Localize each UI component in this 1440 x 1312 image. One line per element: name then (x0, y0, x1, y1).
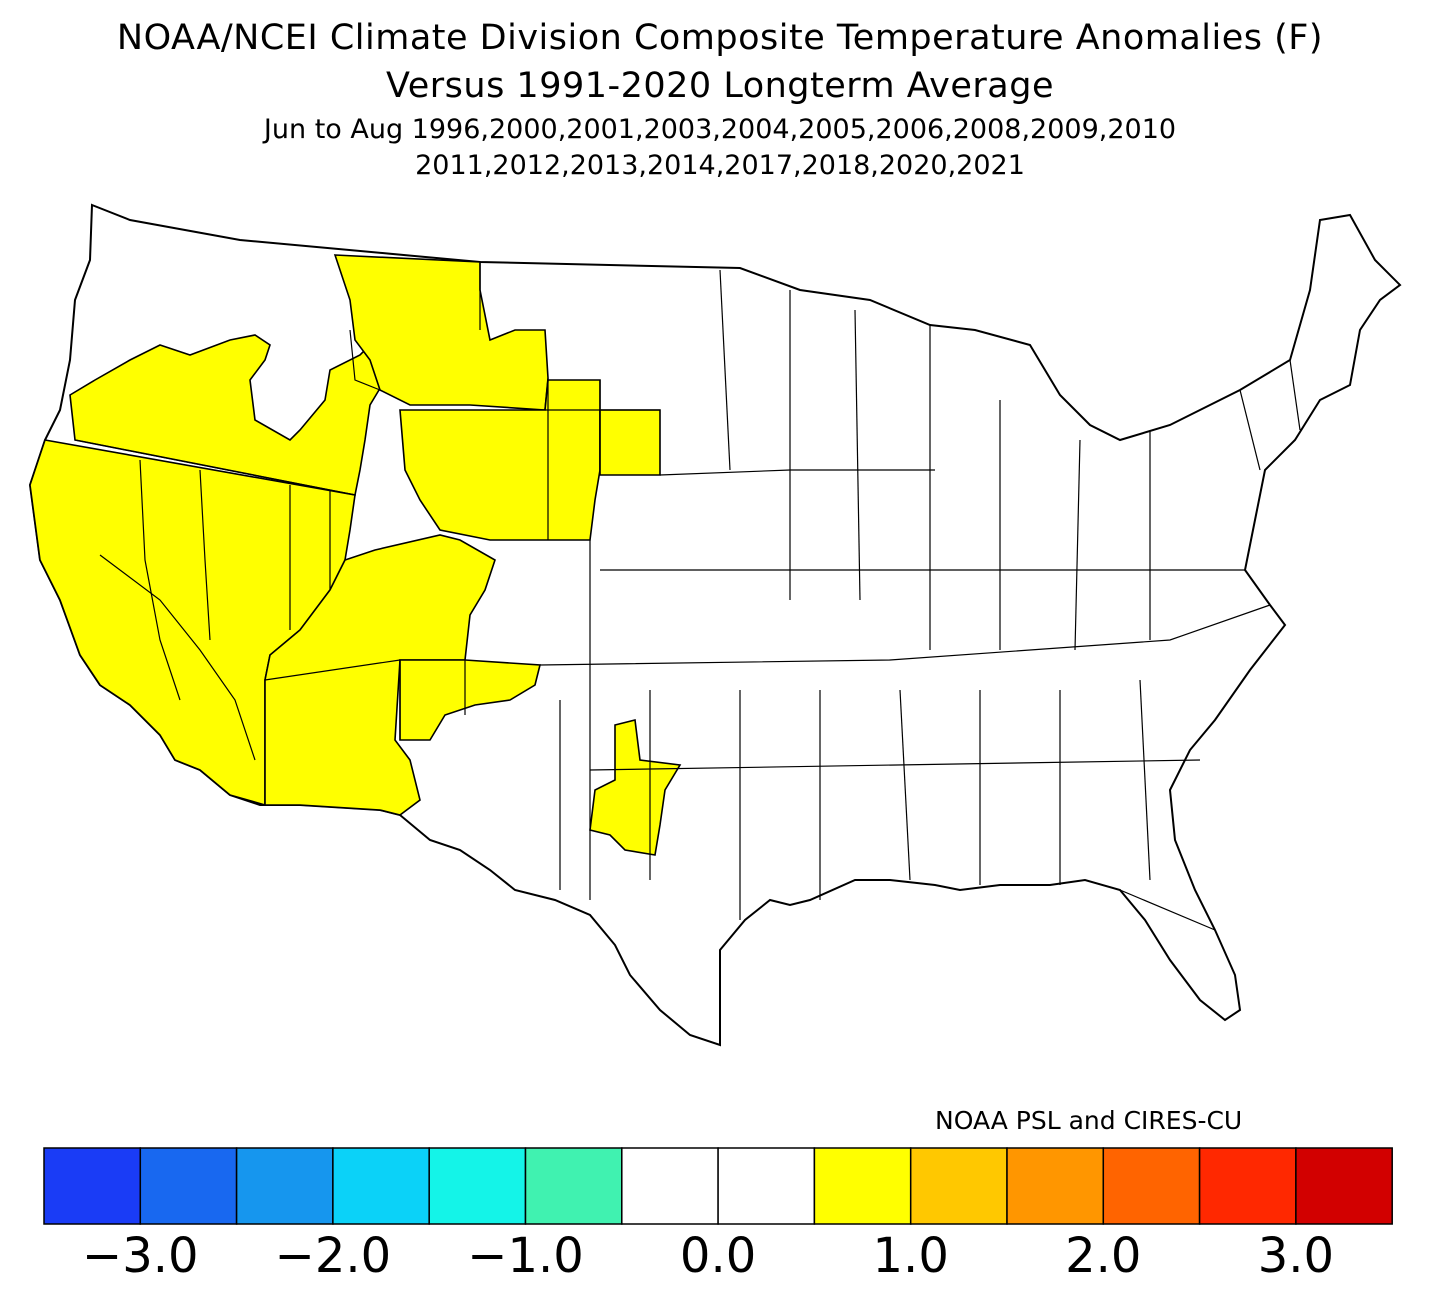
legend-tick-label: 2.0 (1065, 1228, 1142, 1284)
map-subtitle-period: Jun to Aug 1996,2000,2001,2003,2004,2005… (263, 114, 1177, 145)
legend-tick-label: 3.0 (1257, 1228, 1335, 1284)
division-boundaries (74, 262, 1301, 931)
legend-swatch (621, 1147, 719, 1225)
color-scale-legend (43, 1147, 1393, 1225)
legend-swatch (717, 1147, 816, 1225)
legend-swatch (235, 1147, 334, 1225)
legend-swatch (524, 1147, 623, 1225)
legend-swatch (1102, 1147, 1201, 1225)
legend-tick-label: 1.0 (872, 1228, 949, 1284)
legend-tick-label: −2.0 (274, 1228, 392, 1284)
legend-swatch (139, 1147, 238, 1225)
legend-swatch (909, 1147, 1008, 1225)
legend-tick-label: −1.0 (467, 1228, 584, 1284)
legend-tick-label: 0.0 (679, 1228, 757, 1284)
credit-label: NOAA PSL and CIRES-CU (935, 1106, 1243, 1135)
map-title-line2: Versus 1991-2020 Longterm Average (386, 66, 1054, 106)
map-subtitle-years: 2011,2012,2013,2014,2017,2018,2020,2021 (415, 150, 1025, 181)
division-utah-arizona (264, 534, 496, 816)
legend-swatch (1295, 1147, 1393, 1225)
legend-swatch (428, 1147, 527, 1225)
map-title-line1: NOAA/NCEI Climate Division Composite Tem… (116, 18, 1324, 58)
us-climate-division-map (28, 203, 1402, 1047)
division-west-coast-pacific-nw (69, 328, 386, 496)
legend-swatch (1198, 1147, 1297, 1225)
legend-swatch (43, 1147, 142, 1225)
division-west-texas (589, 719, 682, 856)
legend-swatch (813, 1147, 912, 1225)
legend-swatch (1006, 1147, 1105, 1225)
legend-swatch (332, 1147, 430, 1225)
division-dakotas-nebraska (599, 409, 661, 476)
highlighted-divisions (29, 254, 682, 856)
legend-tick-label: −3.0 (82, 1228, 199, 1284)
